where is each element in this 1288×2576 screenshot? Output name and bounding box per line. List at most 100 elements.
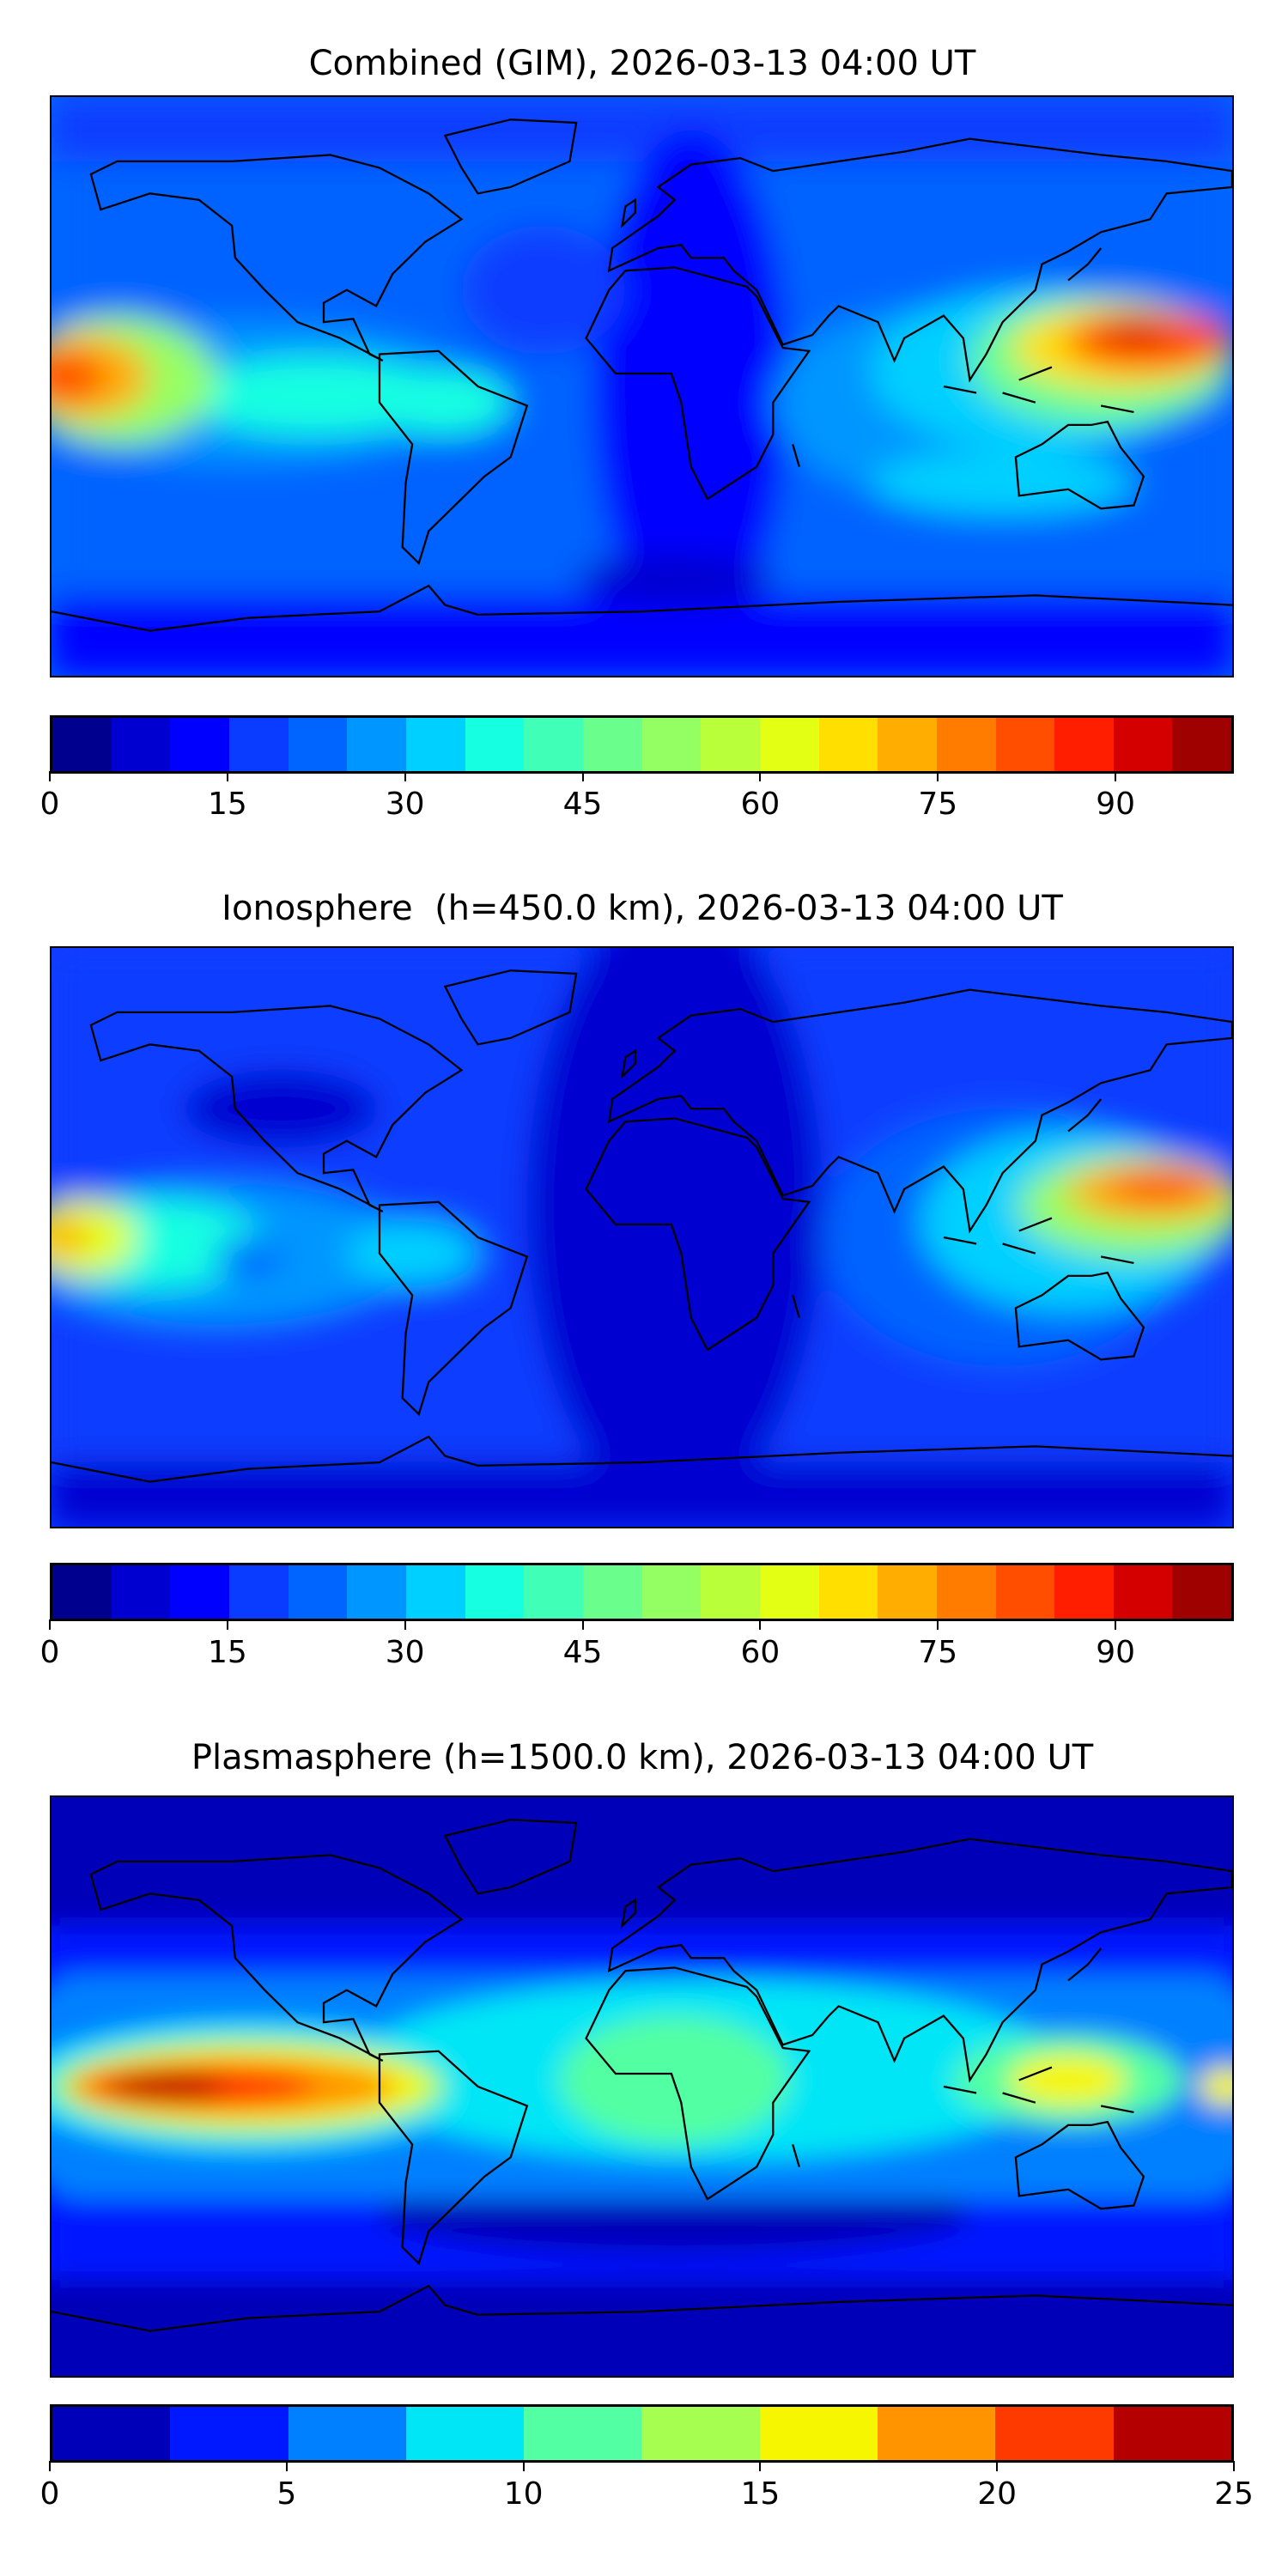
colorbar-combined — [50, 715, 1234, 774]
colorbar-level — [1113, 2407, 1231, 2460]
colorbar-tick-label: 45 — [562, 1635, 603, 1670]
colorbar-tick-label: 10 — [503, 2476, 544, 2512]
colorbar-tick-mark — [1233, 2461, 1235, 2471]
colorbar-level — [228, 1565, 289, 1619]
colorbar-level — [52, 2407, 171, 2460]
colorbar-tick-mark — [759, 1619, 762, 1630]
colorbar-level — [524, 2407, 642, 2460]
colorbar-level — [759, 2407, 878, 2460]
colorbar-tick-mark — [522, 2461, 525, 2471]
colorbar-level — [288, 718, 348, 771]
colorbar-tick-mark — [404, 771, 406, 781]
colorbar-tick-mark — [1115, 1619, 1117, 1630]
colorbar-level — [759, 1565, 819, 1619]
colorbar-level — [878, 1565, 937, 1619]
colorbar-level — [465, 1565, 525, 1619]
colorbar-level — [582, 1565, 642, 1619]
map-plasmasphere — [50, 1795, 1234, 2378]
colorbar-tick-mark — [937, 771, 939, 781]
colorbar-level — [1113, 1565, 1173, 1619]
colorbar-level — [818, 1565, 878, 1619]
colorbar-level — [995, 718, 1055, 771]
plot-title-combined: Combined (GIM), 2026-03-13 04:00 UT — [308, 44, 976, 83]
colorbar-level — [111, 718, 171, 771]
colorbar-tick-mark — [759, 771, 762, 781]
colorbar-level — [347, 1565, 406, 1619]
colorbar-tick-label: 25 — [1214, 2476, 1254, 2512]
colorbar-level — [701, 1565, 760, 1619]
colorbar-tick-label: 60 — [740, 1635, 781, 1670]
colorbar-tick-label: 30 — [385, 787, 425, 822]
colorbar-tick-label: 5 — [276, 2476, 297, 2512]
colorbar-tick-mark — [581, 1619, 584, 1630]
colorbar-tick-label: 0 — [39, 2476, 60, 2512]
colorbar-ionosphere — [50, 1563, 1234, 1621]
colorbar-tick-label: 15 — [207, 787, 247, 822]
colorbar-plasmasphere — [50, 2404, 1234, 2463]
colorbar-tick-label: 0 — [39, 1635, 60, 1670]
colorbar-tick-label: 45 — [562, 787, 603, 822]
colorbar-level — [228, 718, 289, 771]
colorbar-level — [995, 1565, 1055, 1619]
colorbar-tick-label: 75 — [918, 787, 958, 822]
colorbar-level — [52, 718, 112, 771]
colorbar-level — [288, 1565, 348, 1619]
colorbar-level — [405, 718, 465, 771]
colorbar-level — [405, 2407, 525, 2460]
colorbar-level — [52, 1565, 112, 1619]
colorbar-level — [170, 718, 229, 771]
colorbar-tick-mark — [937, 1619, 939, 1630]
colorbar-level — [995, 2407, 1114, 2460]
colorbar-tick-mark — [226, 1619, 228, 1630]
colorbar-level — [936, 718, 996, 771]
colorbar-tick-mark — [49, 771, 51, 781]
colorbar-tick-mark — [49, 2461, 51, 2471]
colorbar-level — [347, 718, 406, 771]
colorbar-level — [641, 2407, 760, 2460]
colorbar-tick-mark — [581, 771, 584, 781]
colorbar-tick-label: 20 — [977, 2476, 1018, 2512]
colorbar-level — [288, 2407, 406, 2460]
plot-title-ionosphere: Ionosphere (h=450.0 km), 2026-03-13 04:0… — [222, 889, 1063, 928]
colorbar-level — [701, 718, 760, 771]
colorbar-level — [641, 718, 702, 771]
colorbar-level — [878, 718, 937, 771]
colorbar-level — [170, 1565, 229, 1619]
colorbar-tick-label: 15 — [207, 1635, 247, 1670]
colorbar-tick-mark — [404, 1619, 406, 1630]
colorbar-level — [111, 1565, 171, 1619]
colorbar-tick-mark — [759, 2461, 762, 2471]
colorbar-tick-label: 15 — [740, 2476, 781, 2512]
map-ionosphere — [50, 946, 1234, 1528]
colorbar-level — [641, 1565, 702, 1619]
colorbar-tick-mark — [226, 771, 228, 781]
colorbar-tick-label: 75 — [918, 1635, 958, 1670]
colorbar-level — [524, 718, 583, 771]
colorbar-level — [818, 718, 878, 771]
colorbar-level — [1113, 718, 1173, 771]
colorbar-level — [1054, 1565, 1114, 1619]
coastlines — [52, 118, 1232, 632]
colorbar-tick-mark — [1115, 771, 1117, 781]
colorbar-ticks-combined: 0 15 30 45 60 75 90 — [40, 771, 1234, 831]
map-combined — [50, 95, 1234, 677]
colorbar-level — [1054, 718, 1114, 771]
colorbar-tick-mark — [49, 1619, 51, 1630]
colorbar-tick-label: 90 — [1096, 1635, 1135, 1670]
colorbar-level — [170, 2407, 289, 2460]
colorbar-level — [1172, 1565, 1232, 1619]
colorbar-tick-mark — [285, 2461, 288, 2471]
plot-title-plasmasphere: Plasmasphere (h=1500.0 km), 2026-03-13 0… — [191, 1738, 1094, 1777]
colorbar-ticks-ionosphere: 0 15 30 45 60 75 90 — [40, 1619, 1234, 1680]
colorbar-level — [1172, 718, 1232, 771]
colorbar-level — [524, 1565, 583, 1619]
colorbar-level — [878, 2407, 996, 2460]
colorbar-tick-label: 90 — [1096, 787, 1135, 822]
colorbar-tick-label: 0 — [39, 787, 60, 822]
colorbar-level — [759, 718, 819, 771]
colorbar-ticks-plasmasphere: 0 5 10 15 20 25 — [40, 2461, 1254, 2521]
colorbar-level — [405, 1565, 465, 1619]
colorbar-level — [582, 718, 642, 771]
colorbar-tick-mark — [996, 2461, 999, 2471]
colorbar-level — [465, 718, 525, 771]
